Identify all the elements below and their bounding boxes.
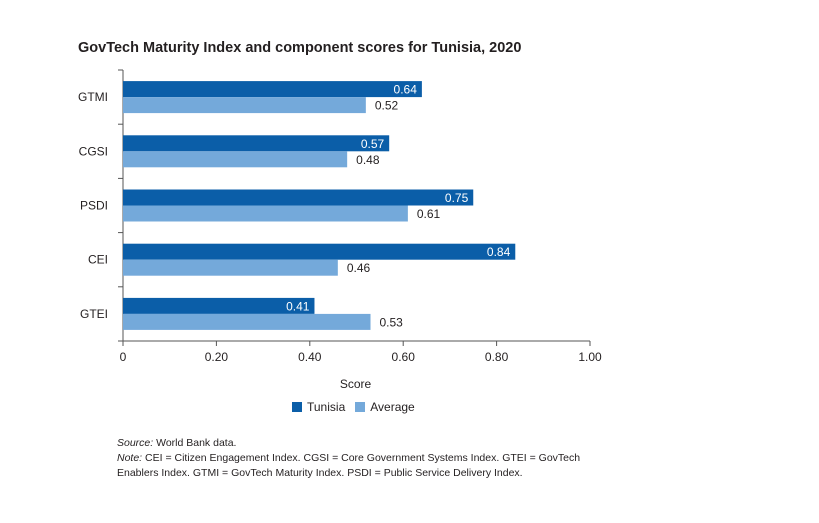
x-tick-label: 0.60 (392, 350, 416, 364)
source-label: Source: (117, 437, 154, 449)
chart-notes: Source: World Bank data. Note: CEI = Cit… (117, 436, 617, 481)
bar-tunisia (123, 297, 315, 314)
bar-average (123, 151, 348, 168)
note-text: CEI = Citizen Engagement Index. CGSI = C… (117, 452, 581, 479)
data-label-tunisia: 0.75 (445, 191, 469, 205)
bar-average (123, 205, 408, 222)
legend-swatch-tunisia (292, 402, 302, 412)
legend-label-average: Average (370, 400, 415, 414)
data-label-average: 0.48 (356, 153, 380, 167)
bar-tunisia (123, 81, 422, 98)
chart-title: GovTech Maturity Index and component sco… (78, 40, 522, 56)
legend-label-tunisia: Tunisia (307, 400, 346, 414)
data-label-tunisia: 0.57 (361, 137, 385, 151)
source-line: Source: World Bank data. (117, 436, 617, 451)
bar-average (123, 259, 338, 276)
bar-average (123, 313, 371, 330)
x-tick-label: 0.40 (298, 350, 322, 364)
legend-item-tunisia: Tunisia (292, 400, 345, 414)
x-tick-label: 0 (120, 350, 127, 364)
category-label: CEI (88, 253, 108, 267)
category-label: PSDI (80, 199, 108, 213)
bar-tunisia (123, 135, 390, 152)
data-label-average: 0.53 (380, 315, 404, 329)
legend-swatch-average (355, 402, 366, 412)
x-tick-label: 1.00 (578, 350, 602, 364)
category-label: GTEI (80, 307, 108, 321)
data-label-average: 0.46 (347, 261, 371, 275)
data-label-tunisia: 0.41 (286, 299, 310, 313)
note-line: Note: CEI = Citizen Engagement Index. CG… (117, 451, 617, 481)
x-tick-label: 0.20 (205, 350, 229, 364)
category-label: CGSI (79, 144, 108, 158)
legend-item-average: Average (355, 400, 415, 414)
data-label-average: 0.61 (417, 207, 441, 221)
note-label: Note: (117, 452, 143, 464)
category-label: GTMI (78, 90, 108, 104)
bar-tunisia (123, 189, 474, 206)
data-label-tunisia: 0.84 (487, 245, 511, 259)
x-tick-label: 0.80 (485, 350, 509, 364)
data-label-average: 0.52 (375, 99, 399, 113)
x-axis-label: Score (340, 377, 372, 391)
bar-average (123, 97, 366, 114)
bar-tunisia (123, 243, 516, 260)
source-text: World Bank data. (153, 437, 237, 449)
bar-chart: 0 0.20 0.40 0.60 0.80 1.00 Score GTMI 0.64 0.52 CG… (78, 69, 602, 391)
data-label-tunisia: 0.64 (394, 83, 418, 97)
legend: Tunisia Average (292, 400, 415, 414)
